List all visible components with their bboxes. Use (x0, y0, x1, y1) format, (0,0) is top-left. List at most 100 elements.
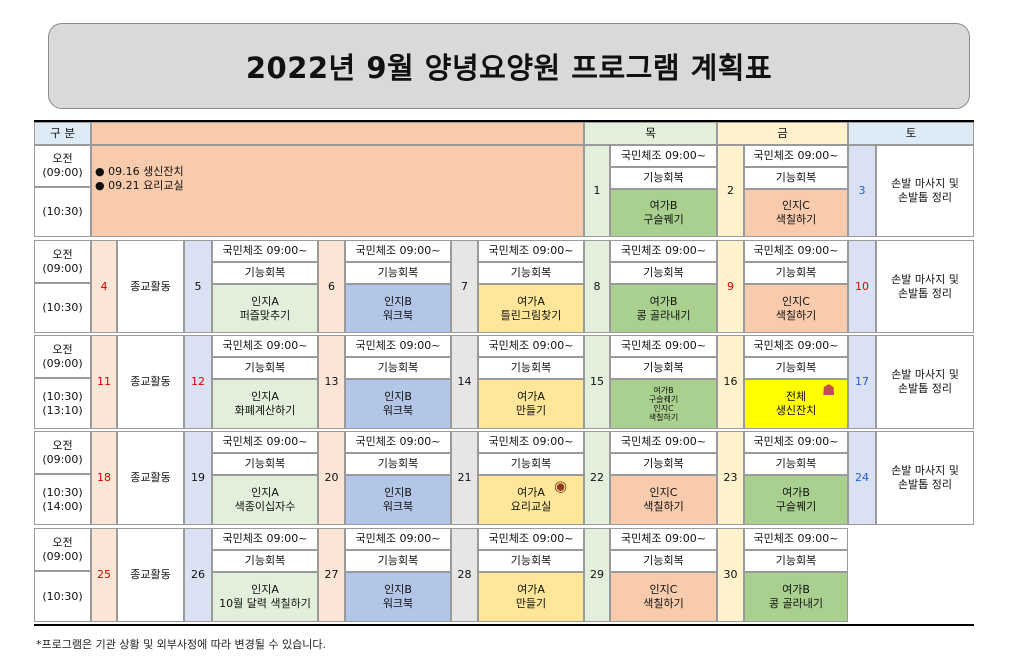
time-label-pm: (10:30) (34, 571, 91, 622)
date-number: 9 (717, 240, 744, 333)
program-activity: 인지A 10월 달력 색칠하기 (212, 572, 318, 622)
religion-activity: 종교활동 (117, 431, 184, 525)
religion-activity: 종교활동 (117, 335, 184, 429)
program-activity: 인지C 색칠하기 (744, 284, 848, 333)
saturday-activity: 손발 마사지 및 손발톱 정리 (876, 145, 974, 237)
date-number: 14 (451, 335, 478, 429)
program-activity: 여가B 구슬꿰기 인지C 색칠하기 (610, 379, 717, 429)
cake-icon: ☗ (822, 381, 836, 399)
date-number: 25 (91, 528, 117, 622)
time-label-pm: (10:30) (34, 283, 91, 333)
exercise-slot: 국민체조 09:00~ (610, 335, 717, 357)
saturday-activity: 손발 마사지 및 손발톱 정리 (876, 431, 974, 525)
footnote: *프로그램은 기관 상황 및 외부사정에 따라 변경될 수 있습니다. (36, 638, 326, 651)
date-number: 3 (848, 145, 876, 237)
program-activity: 인지B 워크북 (345, 379, 451, 429)
program-activity: 여가A 요리교실 (478, 475, 584, 525)
date-number: 29 (584, 528, 610, 622)
date-number: 8 (584, 240, 610, 333)
exercise-slot: 국민체조 09:00~ (744, 145, 848, 167)
date-number: 20 (318, 431, 345, 525)
date-number: 15 (584, 335, 610, 429)
exercise-slot: 국민체조 09:00~ (610, 528, 717, 550)
bullet-icon: ● (95, 179, 109, 193)
exercise-slot: 국민체조 09:00~ (744, 431, 848, 453)
function-recovery-slot: 기능회복 (744, 453, 848, 475)
function-recovery-slot: 기능회복 (610, 167, 717, 189)
program-activity: 여가A 만들기 (478, 572, 584, 622)
function-recovery-slot: 기능회복 (610, 357, 717, 379)
function-recovery-slot: 기능회복 (212, 262, 318, 284)
notice-item: 09.21 요리교실 (108, 179, 184, 193)
date-number: 28 (451, 528, 478, 622)
program-activity: 여가B 구슬꿰기 (744, 475, 848, 525)
bullet-icon: ● (95, 165, 109, 178)
program-activity: 여가B 콩 골라내기 (610, 284, 717, 333)
exercise-slot: 국민체조 09:00~ (744, 335, 848, 357)
page-title: 2022년 9월 양녕요양원 프로그램 계획표 (245, 51, 773, 85)
function-recovery-slot: 기능회복 (610, 262, 717, 284)
date-number: 18 (91, 431, 117, 525)
function-recovery-slot: 기능회복 (212, 453, 318, 475)
date-number: 24 (848, 431, 876, 525)
time-label-pm: (10:30) (13:10) (34, 378, 91, 429)
function-recovery-slot: 기능회복 (212, 550, 318, 572)
header-thursday: 목 (584, 122, 717, 145)
exercise-slot: 국민체조 09:00~ (212, 431, 318, 453)
notice-item: 09.16 생신잔치 (108, 165, 184, 178)
date-number: 2 (717, 145, 744, 237)
program-calendar: 구 분 목 금 토 오전 (09:00) (10:30) 1 국민체조 09:00~ 기능회복 여… (34, 120, 974, 626)
header-saturday: 토 (848, 122, 974, 145)
program-activity: 인지C 색칠하기 (744, 189, 848, 237)
date-number: 13 (318, 335, 345, 429)
function-recovery-slot: 기능회복 (345, 262, 451, 284)
function-recovery-slot: 기능회복 (744, 167, 848, 189)
date-number: 21 (451, 431, 478, 525)
time-label-am: 오전 (09:00) (34, 431, 91, 474)
exercise-slot: 국민체조 09:00~ (478, 528, 584, 550)
exercise-slot: 국민체조 09:00~ (345, 335, 451, 357)
time-label-am: 오전 (09:00) (34, 240, 91, 283)
date-number: 12 (184, 335, 212, 429)
function-recovery-slot: 기능회복 (610, 453, 717, 475)
date-number: 19 (184, 431, 212, 525)
date-number: 17 (848, 335, 876, 429)
function-recovery-slot: 기능회복 (478, 357, 584, 379)
religion-activity: 종교활동 (117, 240, 184, 333)
program-activity: 인지A 화폐계산하기 (212, 379, 318, 429)
program-activity: 인지B 워크북 (345, 572, 451, 622)
time-label-pm: (10:30) (34, 187, 91, 237)
function-recovery-slot: 기능회복 (345, 357, 451, 379)
notice-block: ● 09.16 생신잔치 ● 09.21 요리교실 (91, 145, 584, 237)
program-activity: 인지B 워크북 (345, 475, 451, 525)
date-number: 11 (91, 335, 117, 429)
function-recovery-slot: 기능회복 (610, 550, 717, 572)
food-plate-icon: ◉ (554, 477, 568, 495)
exercise-slot: 국민체조 09:00~ (610, 145, 717, 167)
date-number: 1 (584, 145, 610, 237)
program-activity: 여가A 만들기 (478, 379, 584, 429)
program-activity: 여가B 구슬꿰기 (610, 189, 717, 237)
time-label-am: 오전 (09:00) (34, 528, 91, 571)
saturday-activity: 손발 마사지 및 손발톱 정리 (876, 240, 974, 333)
time-label-pm: (10:30) (14:00) (34, 474, 91, 525)
exercise-slot: 국민체조 09:00~ (212, 528, 318, 550)
function-recovery-slot: 기능회복 (345, 550, 451, 572)
program-activity: 인지C 색칠하기 (610, 572, 717, 622)
function-recovery-slot: 기능회복 (744, 550, 848, 572)
date-number: 30 (717, 528, 744, 622)
date-number: 4 (91, 240, 117, 333)
date-number: 5 (184, 240, 212, 333)
program-activity: 전체 생신잔치 (744, 379, 848, 429)
header-blank-mon-wed (91, 122, 584, 145)
function-recovery-slot: 기능회복 (478, 262, 584, 284)
program-activity: 인지A 퍼즐맞추기 (212, 284, 318, 333)
exercise-slot: 국민체조 09:00~ (212, 240, 318, 262)
date-number: 10 (848, 240, 876, 333)
header-friday: 금 (717, 122, 848, 145)
exercise-slot: 국민체조 09:00~ (345, 240, 451, 262)
date-number: 7 (451, 240, 478, 333)
date-number: 6 (318, 240, 345, 333)
function-recovery-slot: 기능회복 (478, 550, 584, 572)
program-activity: 인지A 색종이십자수 (212, 475, 318, 525)
